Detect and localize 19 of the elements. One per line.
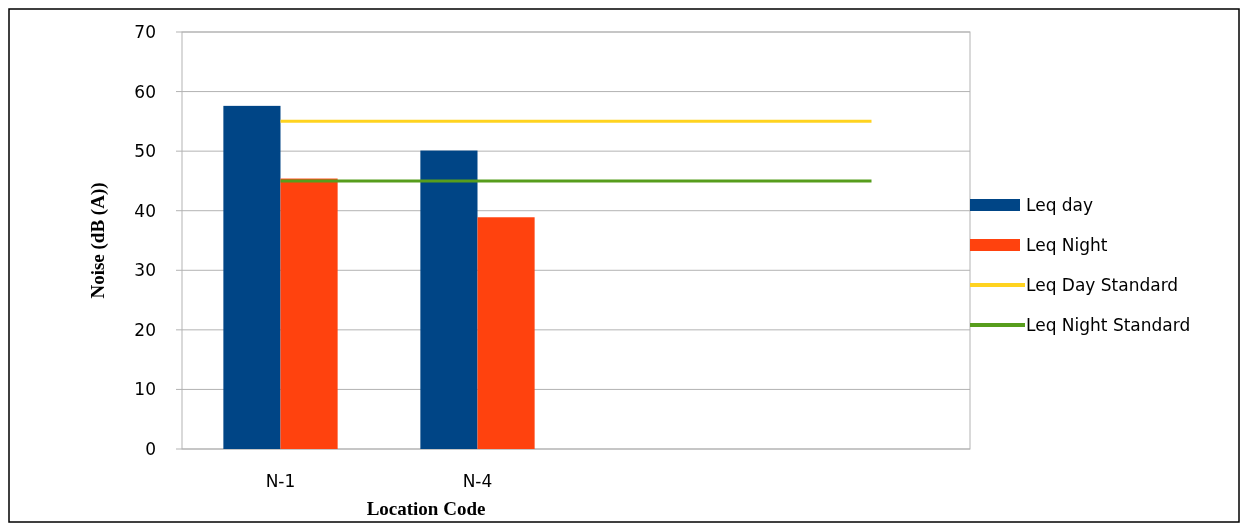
y-tick-label: 30: [134, 260, 156, 281]
bar: [420, 150, 478, 449]
y-tick-label: 60: [134, 81, 156, 102]
legend-label: Leq Night: [1026, 234, 1108, 255]
y-tick-label: 10: [134, 379, 156, 400]
x-axis-title: Location Code: [366, 498, 486, 519]
y-tick-label: 20: [134, 319, 156, 340]
y-axis-title: Noise (dB (A)): [87, 182, 109, 299]
y-tick-label: 50: [134, 141, 156, 162]
legend-label: Leq day: [1026, 194, 1094, 215]
x-tick-label: N-4: [462, 471, 493, 491]
y-tick-label: 0: [145, 438, 156, 459]
bar: [223, 105, 281, 449]
bar: [477, 217, 535, 449]
y-tick-label: 70: [134, 21, 156, 42]
legend-label: Leq Day Standard: [1026, 274, 1179, 295]
y-tick-label: 40: [134, 200, 156, 221]
x-tick-label: N-1: [265, 471, 296, 491]
legend-label: Leq Night Standard: [1026, 314, 1191, 335]
